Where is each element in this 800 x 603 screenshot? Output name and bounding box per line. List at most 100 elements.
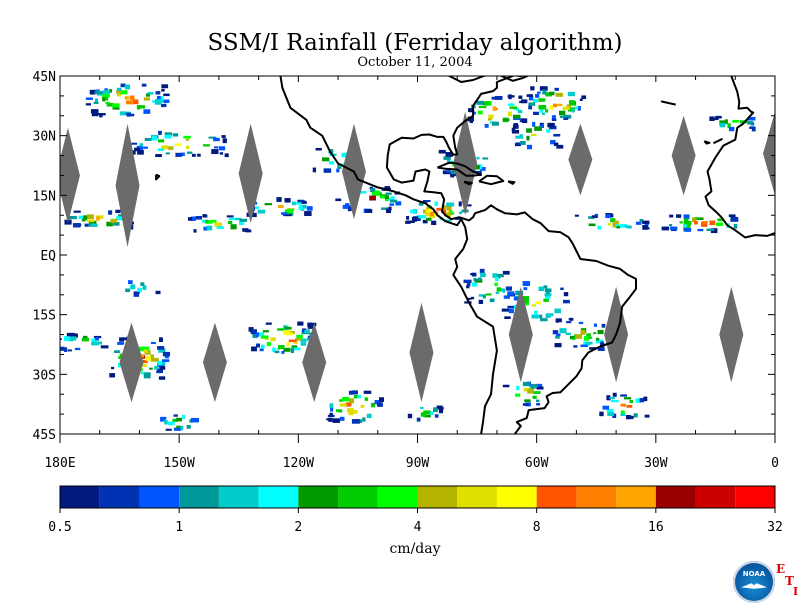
rain-cell xyxy=(363,390,372,394)
rain-cell xyxy=(193,229,197,233)
rain-cell xyxy=(278,204,284,209)
rain-cell xyxy=(245,229,252,233)
coastline xyxy=(155,173,161,181)
rain-cell xyxy=(205,220,213,224)
rain-cell xyxy=(539,86,548,91)
rain-cell xyxy=(433,213,438,216)
colorbar-swatch xyxy=(60,486,100,508)
rain-cell xyxy=(151,357,159,362)
rain-cell xyxy=(644,222,649,227)
rain-cell xyxy=(545,109,549,113)
rain-cell xyxy=(545,92,552,97)
rain-cell xyxy=(152,100,157,103)
rain-cell xyxy=(260,344,265,349)
rain-cell xyxy=(264,203,273,206)
rain-cell xyxy=(143,349,148,353)
rain-cell xyxy=(539,122,544,125)
rain-cell xyxy=(519,134,523,137)
rain-cell xyxy=(348,411,354,416)
rain-cell xyxy=(388,206,392,211)
rain-cell xyxy=(446,202,455,207)
rain-cell xyxy=(87,224,92,227)
rain-cell xyxy=(537,91,541,94)
rain-cell xyxy=(73,210,81,213)
rain-cell xyxy=(436,405,443,409)
rain-cell xyxy=(574,214,579,217)
rain-cell xyxy=(679,221,683,224)
rain-cell xyxy=(88,220,97,226)
rain-cell xyxy=(469,120,473,124)
rain-cell xyxy=(85,103,91,106)
rain-cell xyxy=(613,393,617,396)
rain-cell xyxy=(588,336,593,339)
rain-cell xyxy=(143,97,150,101)
rain-cell xyxy=(620,413,626,416)
swath-gap xyxy=(60,127,80,224)
rain-cell xyxy=(270,337,276,342)
lon-tick-label: 120W xyxy=(283,456,314,471)
rain-cell xyxy=(150,354,154,359)
rain-cell xyxy=(96,216,100,221)
colorbar-swatch xyxy=(417,486,458,508)
colorbar-swatch xyxy=(258,486,299,508)
rain-cell xyxy=(338,409,343,413)
rain-cell xyxy=(304,329,310,334)
lat-tick-label: 30S xyxy=(33,368,56,383)
colorbar-tick-label: 8 xyxy=(533,520,541,535)
rain-cell xyxy=(613,220,619,225)
lon-tick-label: 60W xyxy=(525,456,549,471)
rain-cell xyxy=(556,318,562,323)
colorbar-swatch xyxy=(179,486,219,508)
rain-cell xyxy=(489,298,495,303)
rain-cell xyxy=(254,201,258,205)
rain-cell xyxy=(521,296,530,301)
rain-cell xyxy=(128,280,133,285)
rain-cell xyxy=(293,340,298,344)
rain-cell xyxy=(350,410,358,414)
rain-cell xyxy=(60,337,62,340)
rain-cell xyxy=(284,326,292,330)
rain-cell xyxy=(302,204,307,209)
swath-gap xyxy=(115,123,140,248)
rain-cell xyxy=(222,138,227,144)
rain-cell xyxy=(277,328,284,331)
rain-cell xyxy=(230,224,236,230)
rain-cell xyxy=(406,220,415,224)
rain-cell xyxy=(431,220,437,226)
rain-cell xyxy=(508,308,514,314)
rain-cell xyxy=(573,345,578,348)
rain-cell xyxy=(478,299,484,304)
rain-cell xyxy=(530,86,535,91)
rain-cell xyxy=(476,156,480,160)
rain-cell xyxy=(569,317,574,321)
colorbar-swatch xyxy=(457,486,497,508)
rain-cell xyxy=(276,197,282,202)
rain-cell xyxy=(130,284,136,289)
rain-cell xyxy=(144,137,152,141)
rain-cell xyxy=(422,199,431,203)
rain-cell xyxy=(140,371,145,375)
rain-cell xyxy=(168,146,174,150)
rain-cell xyxy=(555,103,563,107)
rain-cell xyxy=(52,336,58,338)
rain-cell xyxy=(91,341,99,346)
rain-cell xyxy=(262,330,269,333)
rain-cell xyxy=(567,91,575,97)
rain-cell xyxy=(339,403,347,407)
rain-cell xyxy=(281,212,289,215)
rain-cell xyxy=(507,291,515,296)
rain-cell xyxy=(635,221,642,225)
colorbar-swatch xyxy=(735,486,775,508)
rain-cell xyxy=(467,108,475,113)
rain-cell xyxy=(711,117,719,121)
rain-cell xyxy=(351,390,358,395)
rain-cell xyxy=(296,334,303,340)
rain-cell xyxy=(202,219,209,223)
rain-cell xyxy=(554,87,559,91)
rain-cell xyxy=(511,129,520,134)
rain-cell xyxy=(159,337,163,343)
colorbar-swatch xyxy=(139,486,180,508)
rain-cell xyxy=(420,406,424,410)
coastlines xyxy=(155,76,775,434)
rain-cell xyxy=(143,109,151,114)
